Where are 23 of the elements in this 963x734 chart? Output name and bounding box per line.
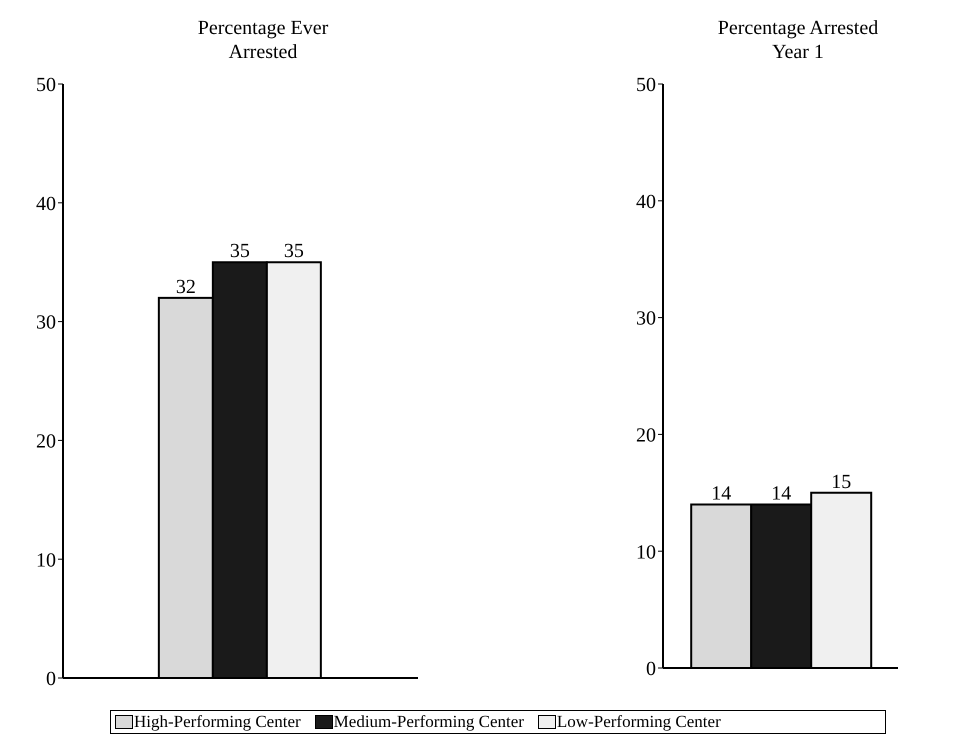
y-tick-label: 40 — [636, 190, 656, 213]
y-tick-label: 20 — [36, 430, 56, 452]
y-tick-label: 50 — [36, 74, 56, 96]
y-tick-label: 20 — [636, 424, 656, 446]
data-label: 14 — [771, 482, 792, 504]
data-label: 35 — [284, 240, 304, 262]
y-tick-label: 50 — [636, 74, 656, 96]
y-tick-label: 10 — [36, 549, 56, 572]
y-tick-label: 30 — [636, 308, 656, 330]
legend-label: High-Performing Center — [133, 712, 301, 732]
legend-label: Low-Performing Center — [556, 712, 721, 732]
y-tick-label: 40 — [36, 192, 56, 215]
y-tick-label: 30 — [36, 312, 56, 334]
y-tick-label: 10 — [636, 541, 656, 564]
y-tick-label: 0 — [646, 658, 656, 680]
data-label: 35 — [230, 240, 250, 262]
chart-title: Percentage Ever Arrested — [196, 16, 330, 64]
data-label: 32 — [176, 276, 196, 298]
data-label: 15 — [831, 470, 852, 493]
data-label: 14 — [711, 482, 732, 504]
chart-title: Percentage Arrested Year 1 — [716, 16, 880, 64]
legend-label: Medium-Performing Center — [332, 712, 524, 732]
y-tick-label: 0 — [46, 668, 56, 690]
